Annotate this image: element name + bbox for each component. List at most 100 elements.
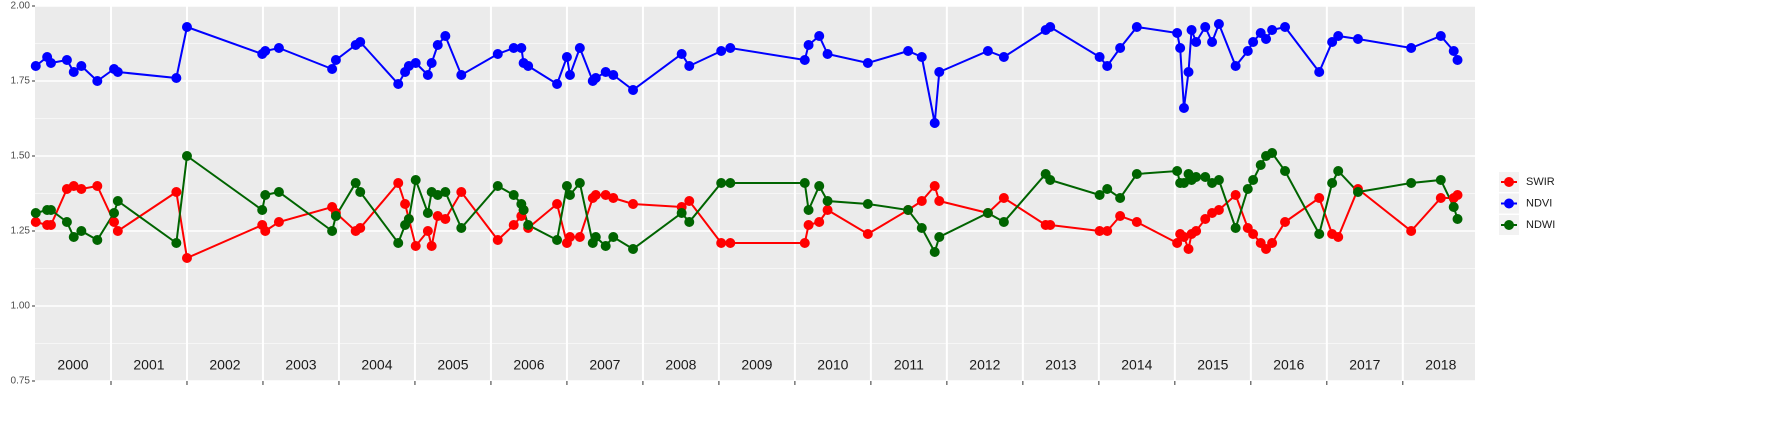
point (903, 46, 914, 56)
point (1248, 175, 1259, 185)
point (574, 178, 585, 188)
point (1435, 175, 1446, 185)
point (45, 220, 56, 230)
point (1352, 187, 1363, 197)
point (1230, 61, 1241, 71)
point (1045, 175, 1056, 185)
point (1191, 226, 1202, 236)
point (1314, 229, 1325, 239)
point (327, 64, 338, 74)
point (1131, 22, 1142, 32)
point (1045, 220, 1056, 230)
point (716, 238, 727, 248)
point (1115, 211, 1126, 221)
point (403, 214, 414, 224)
point (982, 46, 993, 56)
point (982, 208, 993, 218)
point (608, 193, 619, 203)
year-label: 2014 (1121, 357, 1152, 373)
point (508, 43, 519, 53)
point (260, 226, 271, 236)
point (684, 196, 695, 206)
point (45, 205, 56, 215)
point (1178, 232, 1189, 242)
point (564, 190, 575, 200)
point (1448, 46, 1459, 56)
point (628, 85, 639, 95)
point (257, 205, 268, 215)
point (799, 178, 810, 188)
point (1178, 103, 1189, 113)
point (1094, 52, 1105, 62)
point (171, 238, 182, 248)
point (1314, 67, 1325, 77)
point (814, 181, 825, 191)
point (1115, 43, 1126, 53)
point (68, 67, 79, 77)
point (440, 187, 451, 197)
point (355, 37, 366, 47)
point (628, 199, 639, 209)
year-label: 2018 (1425, 357, 1456, 373)
y-tick-label: 1.25 (11, 226, 31, 237)
point (725, 178, 736, 188)
point (68, 232, 79, 242)
year-label: 2002 (209, 357, 240, 373)
point (523, 220, 534, 230)
point (552, 235, 563, 245)
year-label: 2010 (817, 357, 848, 373)
point (30, 217, 41, 227)
year-label: 2007 (589, 357, 620, 373)
year-label: 2001 (133, 357, 164, 373)
point (422, 208, 433, 218)
y-tick-label: 1.50 (11, 151, 31, 162)
point (1242, 46, 1253, 56)
point (799, 55, 810, 65)
point (814, 217, 825, 227)
point (600, 190, 611, 200)
point (716, 46, 727, 56)
point (1333, 31, 1344, 41)
point (181, 253, 192, 263)
point (432, 190, 443, 200)
point (410, 241, 421, 251)
point (426, 241, 437, 251)
year-label: 2017 (1349, 357, 1380, 373)
point (400, 199, 411, 209)
point (422, 226, 433, 236)
point (1267, 25, 1278, 35)
point (998, 193, 1009, 203)
point (929, 181, 940, 191)
y-tick-label: 2.00 (11, 1, 31, 12)
point (112, 67, 123, 77)
point (68, 181, 79, 191)
point (561, 52, 572, 62)
point (822, 196, 833, 206)
year-label: 2008 (665, 357, 696, 373)
point (1178, 178, 1189, 188)
point (934, 196, 945, 206)
point (456, 223, 467, 233)
point (1280, 217, 1291, 227)
point (393, 79, 404, 89)
point (1207, 37, 1218, 47)
point (1267, 238, 1278, 248)
point (799, 238, 810, 248)
point (518, 205, 529, 215)
point (1213, 205, 1224, 215)
point (109, 217, 120, 227)
year-label: 2013 (1045, 357, 1076, 373)
point (273, 43, 284, 53)
point (330, 55, 341, 65)
year-label: 2012 (969, 357, 1000, 373)
point (181, 151, 192, 161)
point (822, 49, 833, 59)
point (1186, 25, 1197, 35)
point (803, 40, 814, 50)
point (1261, 244, 1272, 254)
year-label: 2003 (285, 357, 316, 373)
point (934, 232, 945, 242)
point (76, 61, 87, 71)
point (1435, 193, 1446, 203)
